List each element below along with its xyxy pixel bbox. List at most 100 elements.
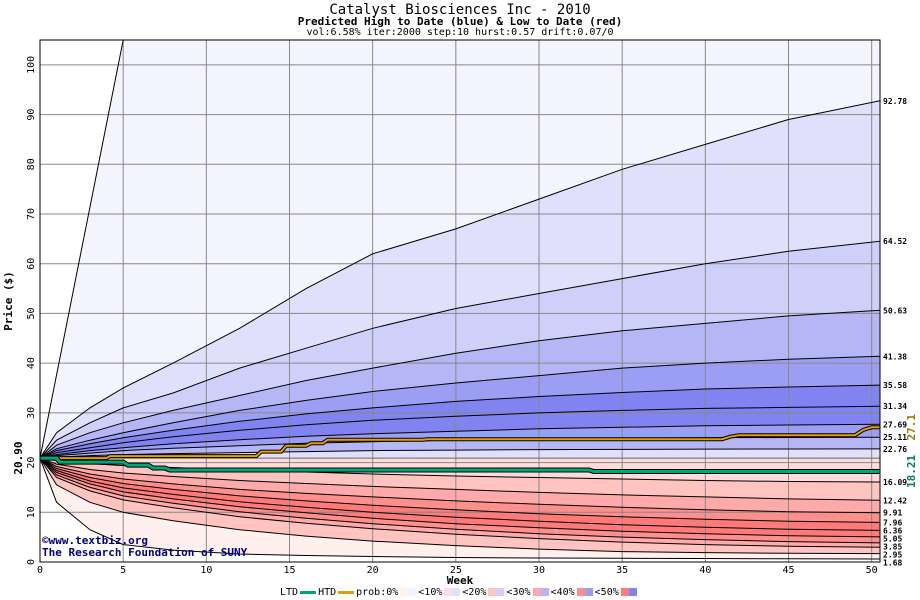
y-tick-label-50: 50 [26,307,37,319]
legend-swatch-30 [532,588,549,596]
high-end-label-0: 92.78 [883,97,907,106]
high-band-4 [40,385,880,459]
legend-htd-swatch [338,590,355,594]
low-end-label-6: 3.85 [883,542,902,551]
legend-b20-label: <20% [462,586,487,598]
low-band-5 [40,458,880,543]
y-tick-label-70: 70 [26,208,37,220]
x-tick-label-50: 50 [866,565,878,576]
low-end-label-8: 1.68 [883,558,902,567]
x-tick-label-20: 20 [367,565,379,576]
low-series-line-7 [40,457,880,548]
high-end-label-6: 27.69 [883,420,907,429]
legend-swatch-40 [576,588,593,596]
high-band-7 [40,437,880,459]
x-tick-label-5: 5 [120,565,126,576]
low-band-1 [40,458,880,513]
high-band-outer [40,40,880,459]
low-series-line-3 [40,457,880,523]
start-price-label: 20.90 [12,442,25,475]
chart-title: Catalyst Biosciences Inc - 2010 [329,2,591,18]
y-tick-label-90: 90 [26,109,37,121]
low-end-label-3: 7.96 [883,518,902,527]
low-band-0 [40,458,880,501]
high-series-line-8 [40,448,880,459]
y-tick-label-100: 100 [26,56,37,74]
high-series-line-6 [40,423,880,459]
legend-b50-label: <50% [594,586,619,598]
high-band-5 [40,406,880,459]
high-end-label-3: 41.38 [883,352,907,361]
legend-ltd-swatch [300,590,317,594]
low-end-label-5: 5.05 [883,534,902,543]
low-series-line-8 [40,457,880,555]
max-line [40,40,132,459]
high-end-label-1: 64.52 [883,237,907,246]
legend-prob-label: prob:0% [356,586,399,598]
low-end-label-2: 9.91 [883,509,902,518]
legend-swatch-0 [400,588,417,596]
low-series-line-2 [40,457,880,514]
x-tick-label-30: 30 [533,565,545,576]
x-tick-label-15: 15 [283,565,295,576]
high-end-label-8: 22.76 [883,445,907,454]
plot-area [40,40,880,562]
high-end-label-2: 50.63 [883,306,907,315]
watermark-org: The Research Foundation of SUNY [42,546,248,559]
high-band-2 [40,310,880,459]
legend-b30-label: <30% [506,586,531,598]
high-band-1 [40,241,880,459]
y-axis-label: Price ($) [2,271,15,331]
plot-frame [39,39,881,563]
x-tick-label-25: 25 [450,565,462,576]
outer-low-line [40,457,880,560]
high-series-line-1 [40,240,880,459]
legend-b10-label: <10% [418,586,443,598]
low-band-3 [40,458,880,531]
x-tick-label-35: 35 [616,565,628,576]
x-tick-label-10: 10 [200,565,212,576]
high-band-3 [40,356,880,459]
legend-b40-label: <40% [550,586,575,598]
high-series-line-5 [40,405,880,459]
high-series-line-4 [40,384,880,459]
low-series-line-1 [40,457,880,501]
legend-htd-label: HTD [318,586,337,598]
y-tick-label-80: 80 [26,158,37,170]
low-end-label-4: 6.36 [883,526,902,535]
legend-ltd-label: LTD [280,586,299,598]
low-end-label-1: 12.42 [883,496,907,505]
watermark-url: ©www.textbiz.org [42,534,148,547]
y-tick-label-10: 10 [26,506,37,518]
y-tick-label-30: 30 [26,407,37,419]
chart-subtitle: Predicted High to Date (blue) & Low to D… [297,15,623,28]
high-series-line-2 [40,309,880,459]
legend-swatch-50 [620,588,637,596]
low-series-line-5 [40,457,880,538]
low-band-4 [40,458,880,537]
y-tick-label-20: 20 [26,457,37,469]
high-band-6 [40,424,880,459]
x-tick-label-40: 40 [699,565,711,576]
high-series-line-0 [40,100,880,459]
low-end-label-7: 2.95 [883,550,902,559]
ltd-path [40,456,880,473]
low-end-label-0: 16.09 [883,478,907,487]
y-tick-label-0: 0 [26,559,37,565]
low-band-7 [40,458,880,554]
y-tick-label-40: 40 [26,357,37,369]
y-tick-label-60: 60 [26,258,37,270]
low-band-outer [40,458,880,560]
x-tick-label-0: 0 [37,565,43,576]
high-series-line-3 [40,355,880,459]
high-band-0 [40,100,880,459]
legend: LTD HTD prob:0% <10% <20% <30% <40% <50% [280,585,639,599]
high-end-label-4: 35.58 [883,381,907,390]
low-series-line-4 [40,457,880,531]
legend-swatch-10 [444,588,461,596]
chart-params: vol:6.58% iter:2000 step:10 hurst:0.57 d… [306,27,614,38]
htd-path [40,426,880,460]
htd-end-label: 27.1 [905,414,918,441]
high-end-label-7: 25.11 [883,433,907,442]
